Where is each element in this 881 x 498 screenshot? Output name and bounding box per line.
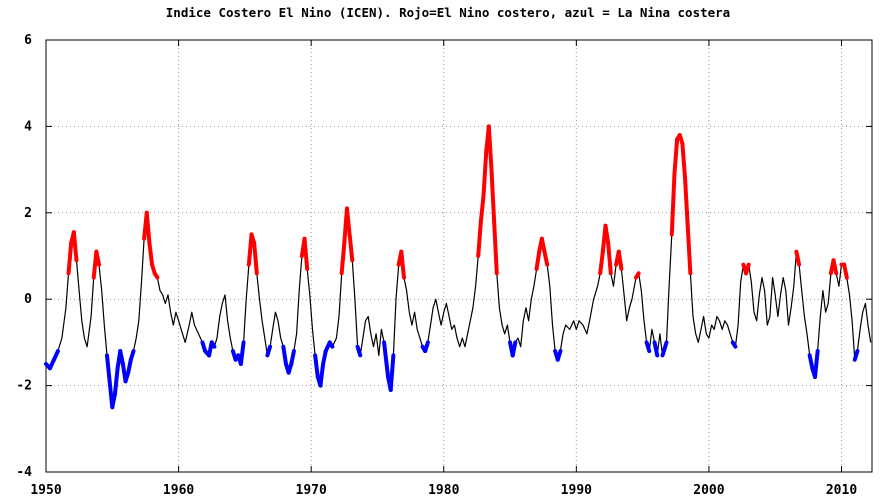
x-tick-label: 1990	[561, 483, 592, 498]
la-nina-segment	[644, 340, 652, 354]
el-nino-segment	[347, 232, 355, 263]
la-nina-segment	[110, 392, 117, 410]
el-nino-segment	[489, 167, 497, 224]
la-nina-segment	[807, 353, 815, 371]
el-nino-segment	[344, 206, 352, 237]
la-nina-segment	[104, 353, 112, 384]
el-nino-segment	[542, 249, 550, 267]
la-nina-segment	[281, 344, 288, 366]
series-line	[44, 124, 872, 410]
la-nina-segment	[51, 349, 60, 362]
x-tick-label: 1960	[163, 483, 194, 498]
el-nino-segment	[492, 219, 499, 276]
la-nina-segment	[209, 340, 217, 349]
el-nino-segment	[534, 249, 542, 271]
el-nino-segment	[481, 150, 489, 198]
el-nino-segment	[616, 249, 624, 271]
el-nino-segment	[147, 241, 155, 267]
la-nina-segment	[812, 349, 820, 379]
la-nina-segment	[327, 340, 335, 349]
el-nino-segment	[794, 249, 802, 267]
x-tick-label: 2010	[826, 483, 857, 498]
la-nina-segment	[652, 340, 660, 358]
la-nina-segment	[318, 362, 326, 388]
la-nina-segment	[555, 349, 563, 362]
el-nino-segment	[302, 236, 310, 271]
y-tick-label: 2	[24, 206, 32, 221]
tick-labels: 1950 1960 1970 1980 1990 2000 2010 -4 -2 0 2 4 6	[16, 33, 857, 498]
la-nina-segment	[321, 349, 328, 366]
plot-area-frame	[45, 39, 873, 473]
la-nina-segment	[118, 349, 125, 366]
el-nino-segment	[685, 223, 693, 276]
el-nino-segment	[598, 249, 605, 276]
la-nina-segment	[289, 349, 296, 366]
la-nina-segment	[730, 340, 738, 349]
el-nino-segment	[606, 241, 613, 276]
el-nino-segment	[669, 171, 677, 237]
x-tick-label: 2000	[693, 483, 724, 498]
el-nino-segment	[476, 219, 483, 258]
la-nina-segment	[112, 366, 120, 397]
y-tick-label: 4	[24, 119, 32, 134]
la-nina-segment	[660, 340, 669, 358]
el-nino-segment	[842, 262, 849, 280]
el-nino-segment	[831, 258, 839, 276]
el-nino-segment	[744, 262, 751, 276]
el-nino-segment	[66, 241, 74, 276]
el-nino-segment	[486, 124, 494, 172]
y-tick-label: -2	[16, 379, 32, 394]
la-nina-segment	[510, 340, 518, 358]
la-nina-segment	[126, 357, 133, 375]
el-nino-segment	[152, 271, 160, 280]
el-nino-segment	[71, 230, 79, 263]
la-nina-segment	[355, 344, 363, 358]
axis-ticks	[45, 39, 872, 473]
el-nino-segment	[634, 271, 641, 280]
el-nino-segment	[539, 236, 547, 254]
x-tick-label: 1950	[30, 483, 61, 498]
el-nino-segment	[603, 223, 611, 246]
el-nino-segment	[478, 193, 486, 224]
el-nino-segment	[144, 210, 152, 246]
el-nino-segment	[339, 241, 347, 276]
el-nino-segment	[683, 176, 690, 228]
chart-title: Indice Costero El Nino (ICEN). Rojo=El N…	[166, 5, 730, 20]
y-tick-label: 6	[24, 33, 32, 48]
grid-lines	[46, 40, 872, 472]
icen-index-line	[45, 125, 872, 408]
la-nina-segment	[382, 340, 391, 379]
la-nina-segment	[423, 340, 430, 354]
el-nino-segment	[252, 241, 259, 276]
x-tick-label: 1970	[296, 483, 327, 498]
la-nina-segment	[238, 340, 246, 366]
y-tick-label: 0	[24, 292, 32, 307]
la-nina-segment	[128, 349, 136, 362]
el-nino-segment	[399, 249, 406, 280]
la-nina-segment	[852, 349, 860, 362]
y-tick-label: -4	[16, 465, 32, 480]
x-tick-label: 1980	[428, 483, 459, 498]
el-nino-segment	[94, 249, 102, 267]
el-nino-segment	[680, 141, 688, 181]
la-nina-segment	[388, 353, 396, 392]
la-nina-segment	[265, 344, 273, 358]
la-nina-segment	[313, 353, 320, 379]
el-nino-segment	[672, 137, 680, 176]
